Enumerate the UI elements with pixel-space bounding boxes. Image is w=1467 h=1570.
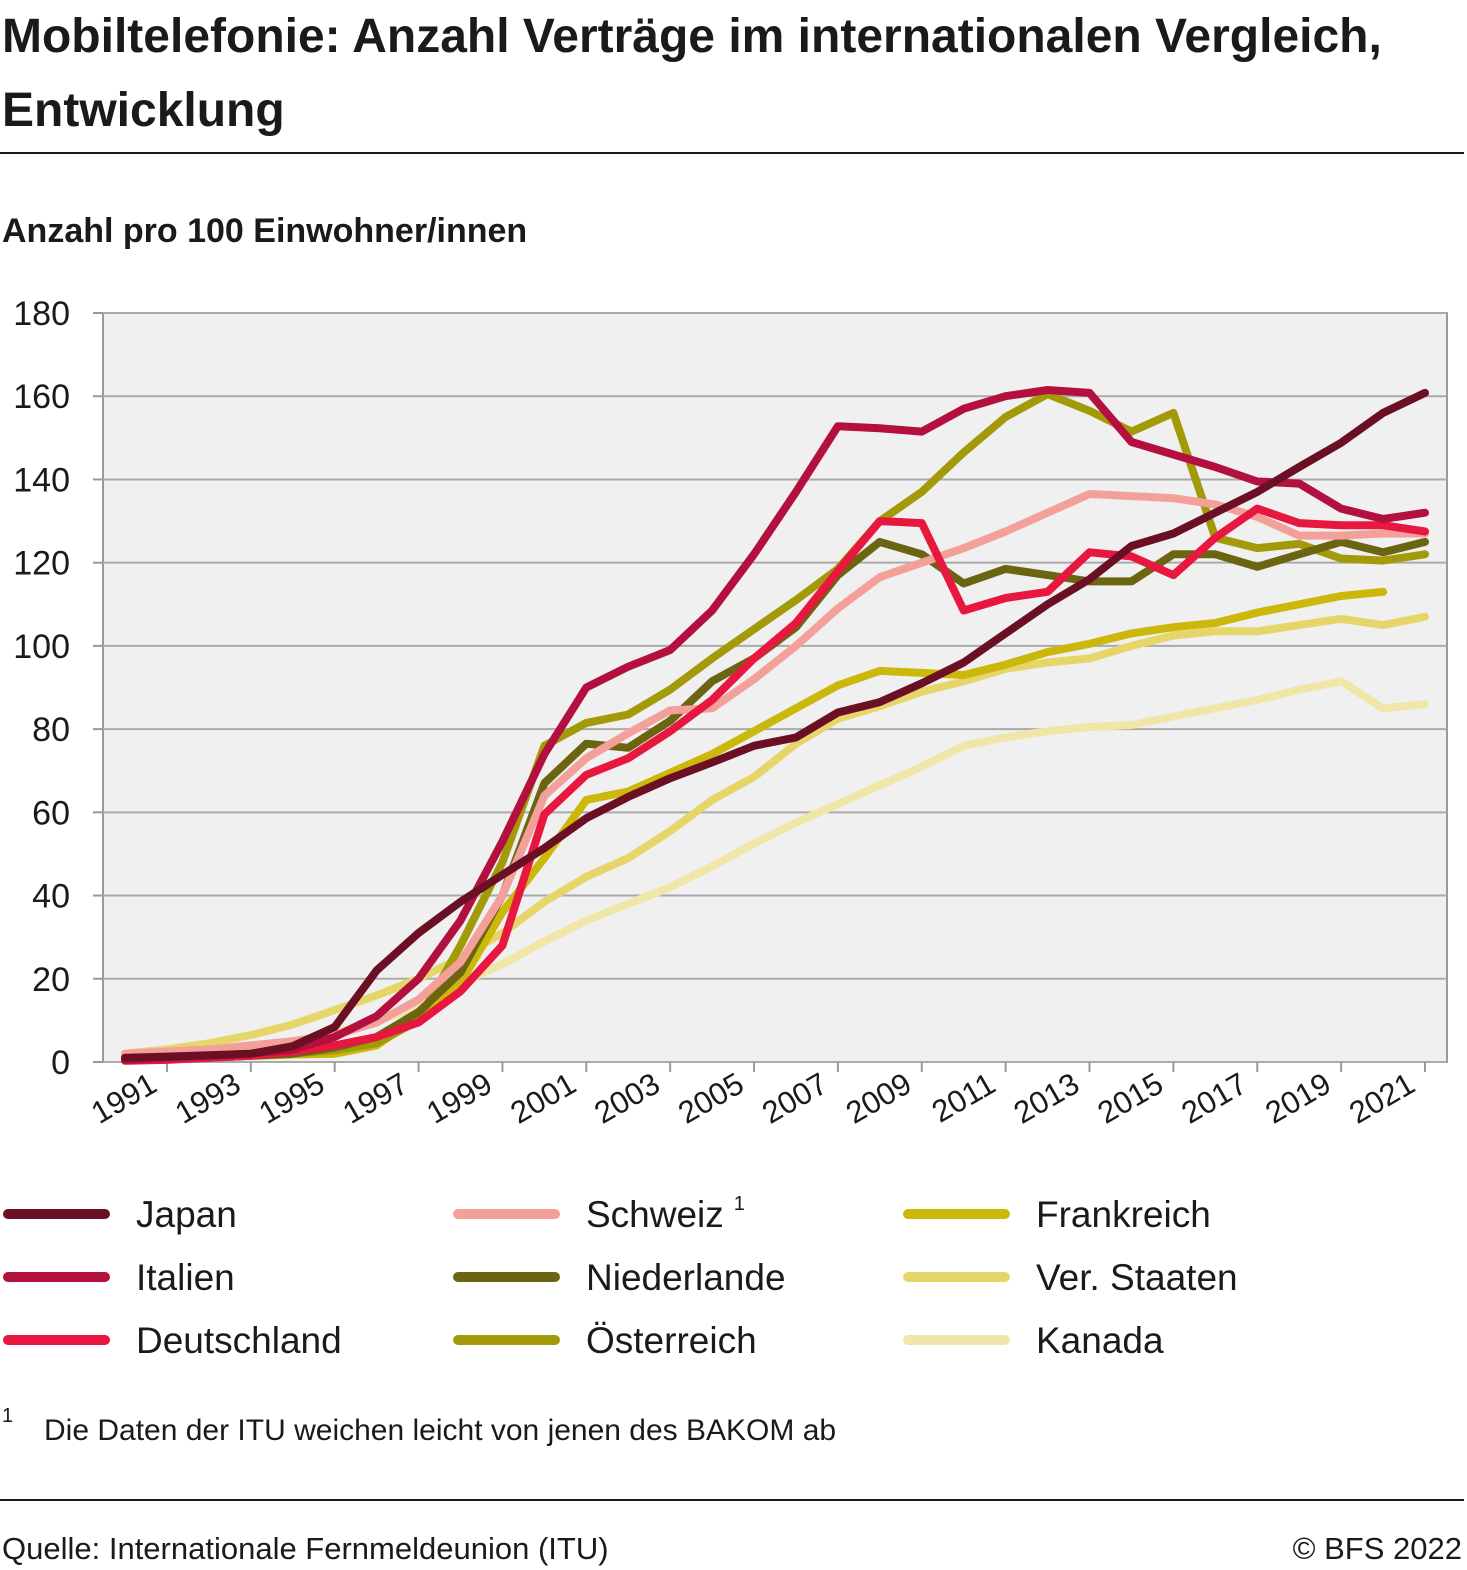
source: Quelle: Internationale Fernmeldeunion (I… (2, 1531, 609, 1566)
y-tick-label: 0 (51, 1044, 70, 1082)
x-tick-label: 2007 (756, 1066, 833, 1131)
legend-label: Italien (136, 1257, 235, 1298)
series-line (121, 388, 1429, 1062)
x-tick-label: 2003 (588, 1066, 665, 1131)
y-tick-label: 40 (32, 878, 70, 916)
y-tick-label: 60 (32, 794, 70, 832)
x-tick-label: 2005 (672, 1066, 749, 1131)
y-tick-label: 140 (13, 461, 70, 499)
x-tick-label: 1997 (337, 1066, 414, 1131)
series-line (121, 504, 1429, 1065)
subtitle: Anzahl pro 100 Einwohner/innen (2, 212, 527, 250)
legend-label: Kanada (1036, 1320, 1164, 1361)
series-line (121, 386, 1429, 1064)
x-tick-label: 2019 (1259, 1066, 1336, 1131)
x-tick-label: 1999 (421, 1066, 498, 1131)
chart-title: Mobiltelefonie: Anzahl Verträge im inter… (2, 10, 1382, 137)
legend-label: Frankreich (1036, 1194, 1211, 1235)
x-tick-label: 2015 (1092, 1066, 1169, 1131)
legend-label: Deutschland (136, 1320, 342, 1361)
x-tick-label: 1995 (253, 1066, 330, 1131)
x-tick-label: 1991 (85, 1066, 162, 1131)
footnote: Die Daten der ITU weichen leicht von jen… (44, 1414, 836, 1447)
x-tick-label: 2021 (1343, 1066, 1420, 1131)
legend-label: Ver. Staaten (1036, 1257, 1238, 1298)
plot-area (102, 312, 1448, 1063)
y-tick-label: 80 (32, 711, 70, 749)
y-tick-label: 160 (13, 378, 70, 416)
series-line (121, 612, 1429, 1058)
legend-label: Schweiz (586, 1194, 724, 1235)
legend-label: Japan (136, 1194, 237, 1235)
legend-label: Niederlande (586, 1257, 786, 1298)
x-tick-label: 2017 (1176, 1066, 1253, 1131)
legend-label: Österreich (586, 1320, 757, 1361)
footnote-mark: 1 (2, 1405, 13, 1427)
y-tick-label: 180 (13, 295, 70, 333)
y-tick-label: 100 (13, 628, 70, 666)
x-tick-label: 2009 (840, 1066, 917, 1131)
y-tick-label: 20 (32, 961, 70, 999)
legend-note: 1 (734, 1193, 745, 1215)
x-tick-label: 2013 (1008, 1066, 1085, 1131)
copyright: © BFS 2022 (1293, 1531, 1462, 1566)
x-tick-label: 2011 (926, 1066, 1001, 1130)
y-tick-label: 120 (13, 545, 70, 583)
x-tick-label: 1993 (169, 1066, 246, 1131)
x-tick-label: 2001 (505, 1066, 582, 1131)
